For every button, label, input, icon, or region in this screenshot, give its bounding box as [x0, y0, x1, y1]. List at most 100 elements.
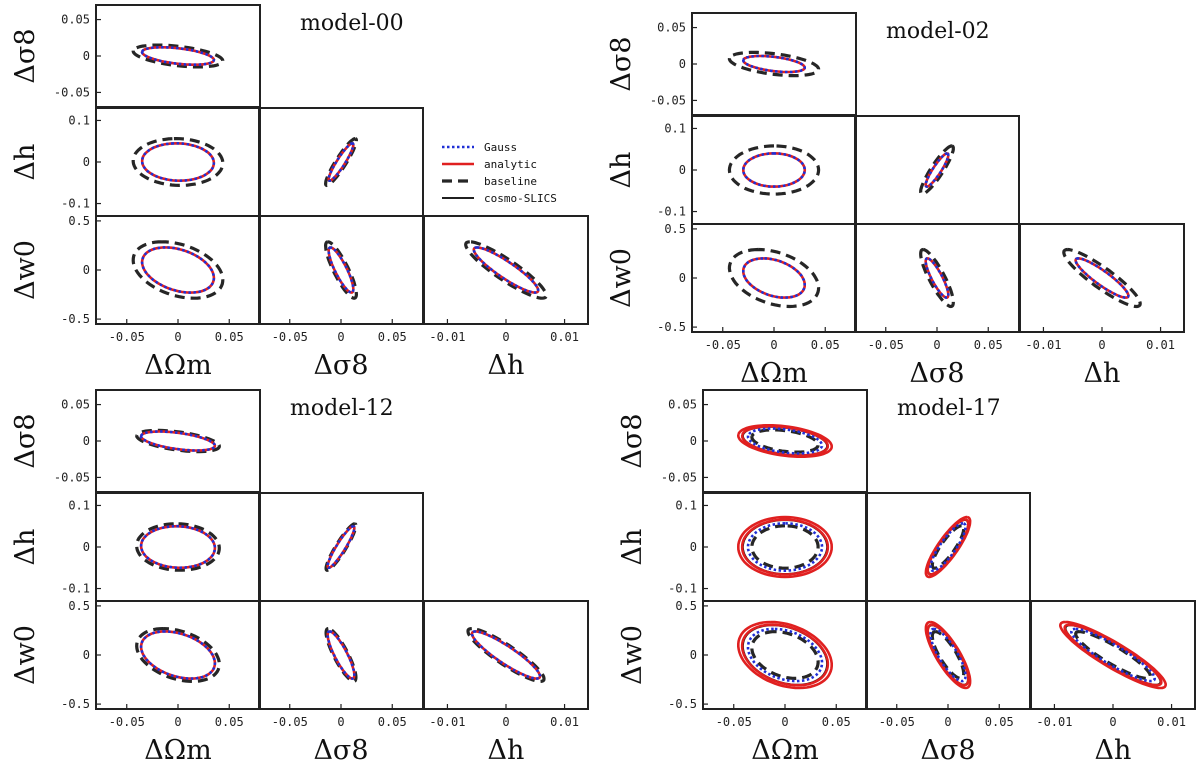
legend-label: Gauss — [484, 141, 517, 154]
contour-cosmo-SLICS — [472, 246, 540, 294]
panel-contours-Om_h — [736, 515, 834, 579]
contour-Gauss — [139, 630, 217, 680]
y-tick-label: 0 — [83, 648, 90, 662]
panel-frame — [423, 215, 589, 325]
x-tick-label: 0 — [337, 715, 344, 729]
panel-frame — [1030, 600, 1196, 710]
y-tick-label: -0.05 — [54, 85, 90, 99]
x-axis-label: Δσ8 — [909, 358, 964, 389]
contour-cosmo-SLICS — [471, 630, 541, 680]
contour-baseline — [135, 522, 221, 572]
model-block-model-00: model-00 -0.05 0 0.05 Δσ8 -0.1 0 0.1 Δh -0.05 0 0.0… — [10, 4, 589, 381]
y-tick-label: -0.5 — [61, 697, 90, 711]
contour-Gauss — [140, 45, 216, 66]
x-axis-label: Δh — [488, 350, 525, 381]
contour-baseline — [750, 428, 820, 454]
x-axis-label: Δσ8 — [920, 735, 975, 762]
contour-baseline — [323, 240, 359, 300]
panel-contours-s8_h — [919, 144, 955, 196]
y-tick-label: -0.05 — [54, 470, 90, 484]
x-tick-label: -0.05 — [272, 715, 308, 729]
x-tick-label: 0 — [1109, 715, 1116, 729]
contour-baseline — [727, 50, 821, 78]
y-tick-label: 0 — [679, 57, 686, 71]
y-tick-label: 0.05 — [61, 398, 90, 412]
contour-Gauss — [139, 524, 217, 570]
panel-frame — [865, 492, 1031, 602]
panel-contours-s8_h — [324, 522, 358, 572]
contour-baseline — [324, 522, 358, 572]
contour-cosmo-SLICS — [742, 55, 806, 73]
panel-contours-Om_h — [131, 136, 225, 188]
model-title: model-00 — [300, 11, 404, 36]
x-axis-label: ΔΩm — [144, 350, 212, 381]
x-tick-label: -0.05 — [109, 715, 145, 729]
y-axis-label: Δσ8 — [10, 413, 41, 468]
x-tick-label: 0 — [502, 715, 509, 729]
x-tick-label: -0.05 — [868, 338, 904, 352]
contour-baseline — [919, 144, 955, 196]
y-tick-label: 0.05 — [668, 398, 697, 412]
y-tick-label: -0.1 — [657, 205, 686, 219]
contour-baseline — [1062, 247, 1142, 309]
panel-frame — [258, 600, 424, 710]
x-tick-label: 0.05 — [985, 715, 1014, 729]
y-tick-label: 0 — [83, 155, 90, 169]
y-tick-label: 0.5 — [675, 599, 697, 613]
x-tick-label: 0.01 — [1157, 715, 1186, 729]
contour-analytic — [742, 257, 806, 299]
x-tick-label: -0.01 — [429, 715, 465, 729]
panel-contours-Om_w0 — [737, 620, 833, 690]
model-block-model-02: model-02 -0.05 0 0.05 Δσ8 -0.1 0 0.1 Δh -0.05 0 0.0… — [606, 12, 1185, 389]
panel-frame — [423, 600, 589, 710]
y-tick-label: 0.5 — [664, 222, 686, 236]
y-axis-label: Δh — [606, 152, 637, 189]
x-tick-label: -0.01 — [1036, 715, 1072, 729]
panel-contours-Om_s8 — [135, 428, 221, 454]
contour-analytic — [737, 620, 833, 690]
x-tick-label: 0 — [174, 330, 181, 344]
contour-baseline — [727, 144, 821, 196]
x-tick-label: 0.05 — [215, 330, 244, 344]
contour-cosmo-SLICS — [327, 142, 355, 182]
contour-Gauss — [140, 246, 216, 294]
contour-Gauss — [746, 427, 824, 455]
contour-cosmo-SLICS — [140, 630, 216, 680]
contour-Gauss — [746, 522, 824, 573]
contour-analytic — [740, 518, 830, 576]
x-axis-label: Δh — [488, 735, 525, 762]
y-tick-label: -0.1 — [668, 582, 697, 596]
x-tick-label: 0 — [1098, 338, 1105, 352]
contour-analytic — [742, 54, 806, 74]
panel-contours-s8_w0 — [919, 247, 955, 309]
y-tick-label: 0 — [83, 263, 90, 277]
y-tick-label: 0 — [679, 271, 686, 285]
x-tick-label: 0 — [933, 338, 940, 352]
x-axis-label: ΔΩm — [740, 358, 808, 389]
contour-Gauss — [139, 430, 217, 452]
panel-frame — [258, 492, 424, 602]
y-tick-label: 0 — [690, 648, 697, 662]
contour-cosmo-SLICS — [326, 525, 356, 569]
panel-frame — [258, 107, 424, 217]
contour-Gauss — [929, 627, 967, 683]
panel-contours-h_w0 — [464, 240, 548, 300]
contour-baseline — [727, 247, 821, 309]
panel-frame — [702, 389, 868, 493]
contour-analytic — [1058, 620, 1168, 690]
contour-baseline — [324, 627, 358, 684]
x-axis-label: Δσ8 — [313, 735, 368, 762]
x-tick-label: -0.05 — [716, 715, 752, 729]
contour-baseline — [131, 43, 225, 69]
panel-contours-s8_h — [323, 137, 359, 188]
panel-frame — [1019, 223, 1185, 333]
y-tick-label: -0.5 — [668, 697, 697, 711]
contour-Gauss — [327, 246, 355, 294]
model-title: model-02 — [886, 19, 990, 44]
x-tick-label: 0 — [770, 338, 777, 352]
panel-frame — [95, 600, 261, 710]
x-tick-label: 0.01 — [550, 330, 579, 344]
panel-contours-s8_h — [924, 515, 972, 579]
y-tick-label: 0.1 — [68, 113, 90, 127]
contour-analytic — [736, 423, 834, 458]
